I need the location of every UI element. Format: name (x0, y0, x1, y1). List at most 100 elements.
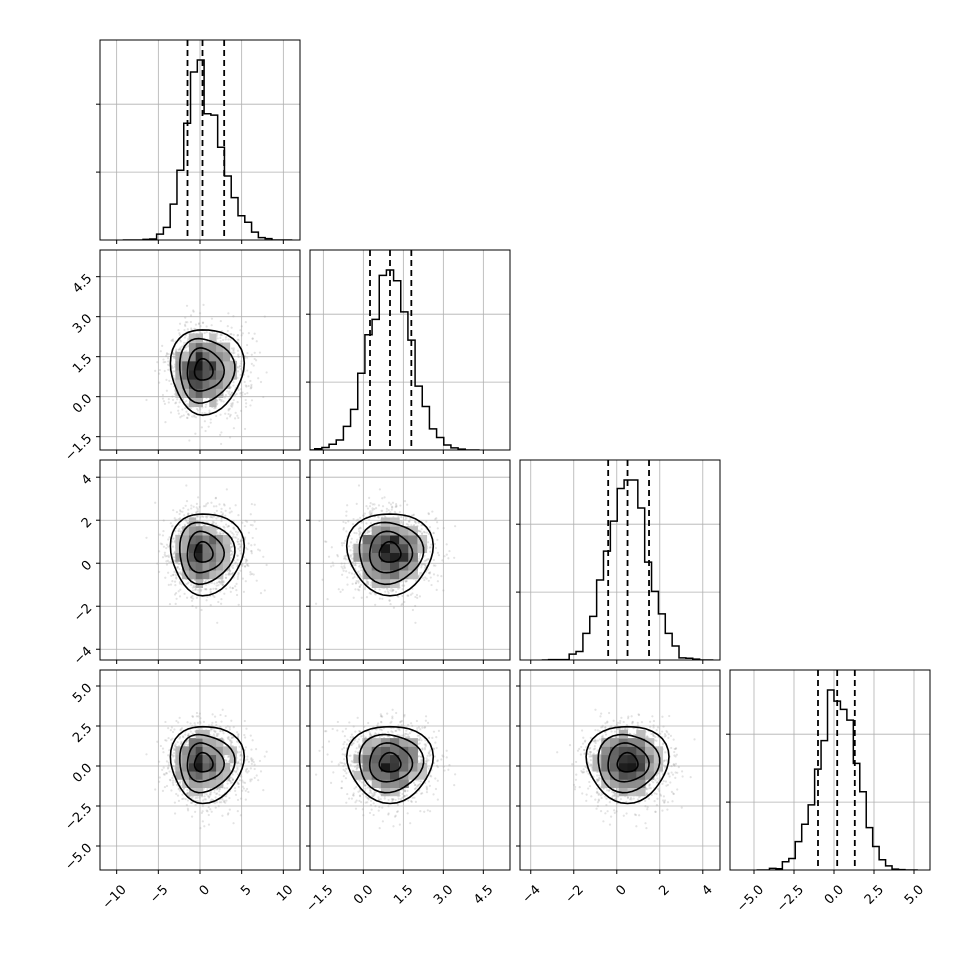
scatter-point (191, 415, 194, 418)
scatter-point (343, 566, 346, 569)
scatter-point (343, 557, 346, 560)
scatter-point (417, 557, 421, 560)
scatter-point (189, 320, 192, 324)
scatter-point (385, 510, 388, 513)
scatter-point (255, 340, 258, 343)
scatter-point (355, 532, 358, 535)
scatter-point (240, 325, 243, 328)
scatter-point (231, 544, 234, 548)
scatter-point (232, 398, 235, 402)
scatter-point (175, 561, 178, 564)
scatter-point (192, 310, 195, 313)
scatter-point (194, 578, 197, 582)
scatter-point (249, 571, 252, 574)
scatter-point (243, 565, 247, 568)
density-cell (188, 397, 197, 408)
scatter-point (368, 592, 371, 595)
density-cell (188, 517, 197, 527)
ylabel-2-4: 4 (79, 472, 95, 488)
scatter-point (373, 503, 376, 506)
scatter-point (349, 549, 352, 552)
ylabel-1-2: 1.5 (70, 351, 95, 376)
scatter-point (329, 565, 333, 568)
scatter-point (366, 582, 370, 585)
scatter-point (404, 518, 407, 521)
scatter-point (205, 340, 208, 343)
scatter-point (413, 524, 416, 527)
scatter-point (339, 590, 342, 593)
scatter-point (223, 504, 226, 507)
scatter-point (204, 515, 207, 518)
scatter-point (389, 510, 392, 514)
scatter-point (180, 572, 183, 575)
scatter-point (232, 333, 235, 336)
scatter-point (393, 510, 396, 513)
scatter-point (229, 404, 233, 407)
scatter-point (355, 540, 358, 544)
scatter-point (417, 530, 420, 533)
scatter-point (215, 587, 218, 591)
scatter-point (428, 526, 432, 529)
scatter-point (227, 573, 230, 576)
scatter-point (386, 588, 389, 591)
scatter-point (353, 573, 356, 576)
scatter-point (167, 360, 170, 363)
scatter-point (374, 507, 378, 510)
scatter-point (395, 505, 398, 508)
scatter-point (241, 563, 244, 566)
scatter-point (240, 543, 243, 546)
scatter-point (196, 409, 200, 412)
scatter-point (245, 558, 248, 562)
density-cell (222, 561, 231, 571)
scatter-point (228, 407, 231, 410)
scatter-point (185, 583, 188, 586)
density-cell (222, 379, 231, 389)
scatter-point (217, 584, 220, 587)
scatter-point (405, 517, 408, 520)
scatter-point (176, 566, 179, 569)
scatter-point (230, 351, 233, 354)
scatter-point (230, 333, 233, 336)
scatter-point (341, 573, 344, 576)
scatter-point (354, 581, 358, 585)
scatter-point (247, 531, 250, 534)
scatter-point (229, 549, 233, 553)
scatter-point (161, 534, 165, 537)
scatter-point (251, 524, 254, 527)
ylabel-2-0: −4 (71, 644, 95, 668)
scatter-point (177, 529, 180, 532)
scatter-point (410, 524, 413, 527)
scatter-point (245, 520, 249, 523)
scatter-point (196, 524, 200, 527)
scatter-point (368, 496, 371, 500)
scatter-point (340, 565, 343, 568)
scatter-point (205, 403, 208, 406)
scatter-point (162, 529, 165, 533)
scatter-point (400, 516, 403, 519)
scatter-point (249, 371, 252, 374)
scatter-point (381, 597, 384, 600)
scatter-point (253, 520, 256, 523)
scatter-point (164, 360, 167, 364)
scatter-point (172, 374, 175, 378)
scatter-point (251, 536, 254, 540)
scatter-point (249, 513, 252, 516)
scatter-point (233, 394, 237, 397)
scatter-point (172, 340, 175, 343)
scatter-point (351, 557, 354, 560)
density-cell (182, 526, 190, 536)
scatter-point (369, 510, 372, 513)
scatter-point (407, 520, 411, 523)
density-cell (202, 370, 210, 380)
scatter-point (227, 572, 230, 576)
scatter-point (194, 323, 198, 326)
scatter-point (369, 521, 373, 525)
scatter-point (217, 580, 220, 584)
density-cell (209, 360, 217, 371)
scatter-point (174, 519, 177, 522)
scatter-point (359, 527, 362, 530)
scatter-point (196, 507, 199, 511)
scatter-point (187, 412, 190, 416)
scatter-point (431, 510, 434, 513)
scatter-point (342, 526, 345, 530)
